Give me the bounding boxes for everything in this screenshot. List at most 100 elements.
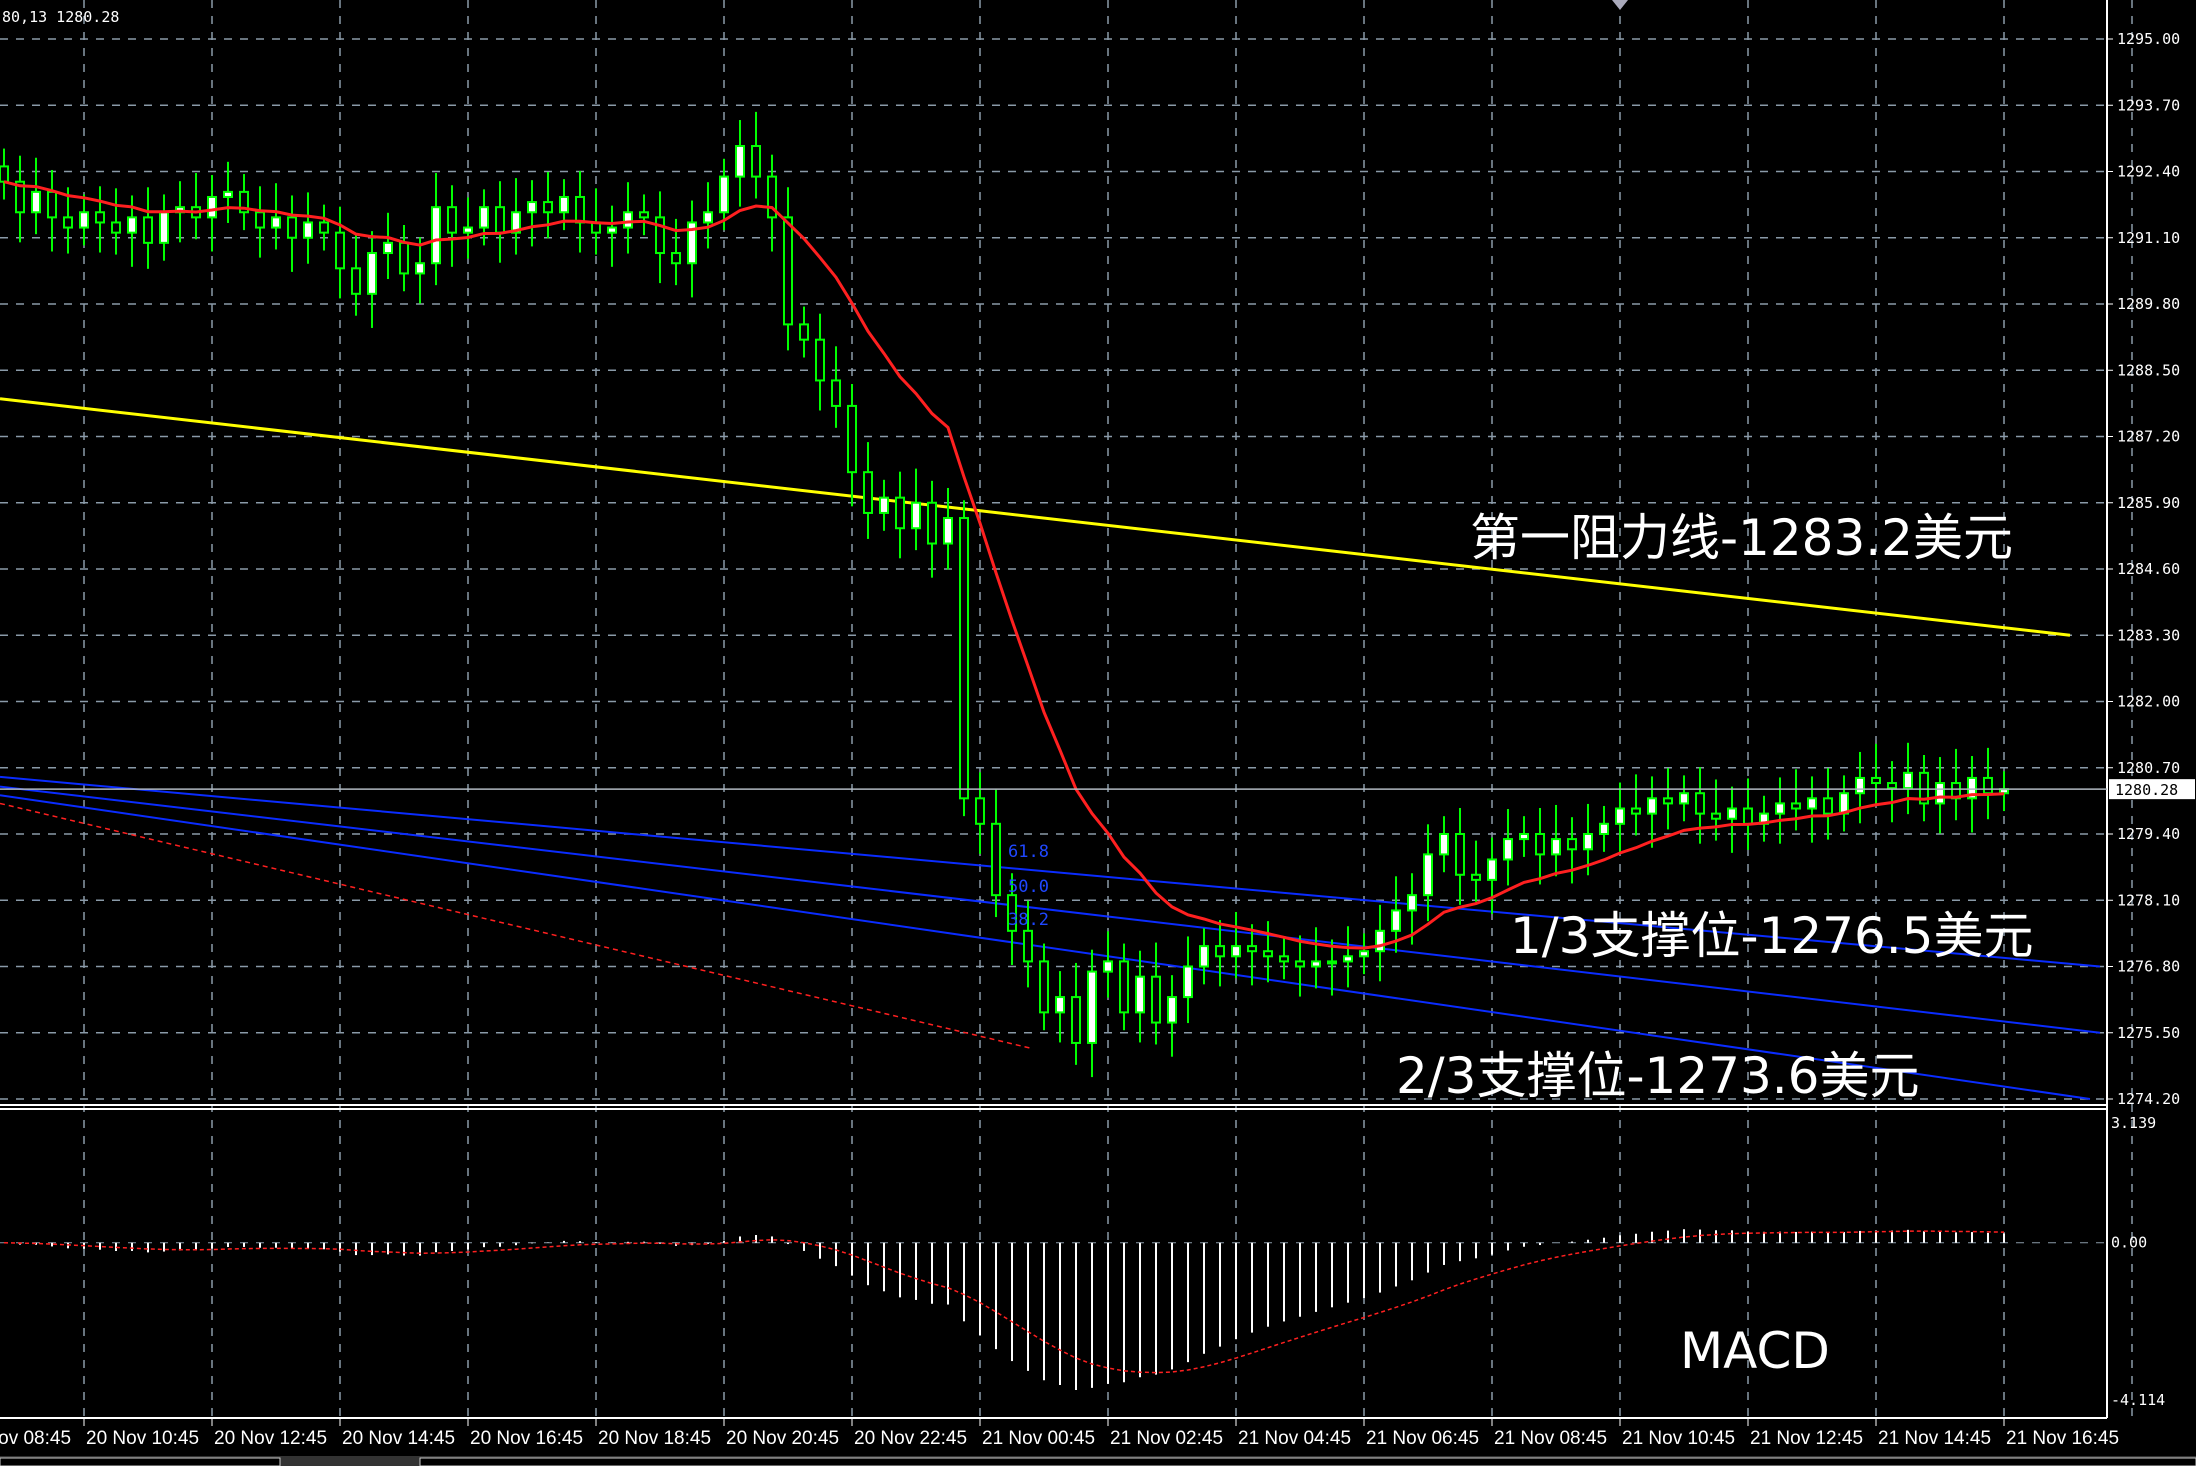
candle-body: [351, 267, 361, 295]
candle-body: [1183, 965, 1193, 999]
candles: [0, 111, 2009, 1078]
candle-body: [799, 323, 809, 341]
support-line: [0, 785, 2101, 1034]
candle-body: [431, 206, 441, 265]
candle-body: [1375, 929, 1385, 953]
candle-body: [239, 190, 249, 214]
candle-body: [1711, 812, 1721, 820]
macd-tick-label: 0.00: [2111, 1234, 2147, 1252]
candle-body: [415, 262, 425, 275]
resistance-annotation: 第一阻力线-1283.2美元: [1470, 509, 2013, 567]
candle-body: [159, 211, 169, 244]
candle-body: [1535, 833, 1545, 856]
macd-signal-line: [3, 1230, 2005, 1374]
candle-body: [79, 211, 89, 229]
candle-body: [671, 252, 681, 265]
support-1-3-annotation: 1/3支撑位-1276.5美元: [1510, 907, 2033, 965]
candle-body: [1167, 996, 1177, 1024]
candle-body: [271, 216, 281, 229]
price-tick-label: 1295.00: [2117, 30, 2180, 48]
candle-body: [1887, 782, 1897, 790]
candle-body: [1919, 771, 1929, 805]
current-price-label: 1280.28: [2115, 781, 2178, 799]
candle-body: [1583, 833, 1593, 851]
candle-body: [1967, 776, 1977, 800]
time-tick-label: 21 Nov 16:45: [2006, 1428, 2119, 1449]
price-tick-label: 1293.70: [2117, 96, 2180, 114]
candle-body: [1023, 929, 1033, 963]
candle-body: [1087, 970, 1097, 1044]
time-tick-label: 20 Nov 20:45: [726, 1428, 839, 1449]
time-tick-label: 20 Nov 12:45: [214, 1428, 327, 1449]
candle-body: [1647, 797, 1657, 815]
candle-body: [1471, 873, 1481, 881]
candle-body: [63, 216, 73, 229]
candle-body: [1119, 960, 1129, 1014]
fib-label: 61.8: [1008, 842, 1049, 862]
support-2-3-annotation: 2/3支撑位-1273.6美元: [1396, 1047, 1919, 1105]
candle-body: [735, 145, 745, 178]
candle-body: [1983, 776, 1993, 795]
candle-body: [559, 195, 569, 214]
time-tick-label: 20 Nov 10:45: [86, 1428, 199, 1449]
time-tick-label: 20 Nov 18:45: [598, 1428, 711, 1449]
candle-body: [831, 379, 841, 407]
fibonacci-base-line: [0, 802, 1031, 1049]
candle-body: [1151, 975, 1161, 1024]
candle-body: [15, 180, 25, 214]
candle-body: [1903, 771, 1913, 790]
price-tick-label: 1291.10: [2117, 229, 2180, 247]
shift-marker-icon[interactable]: [1612, 0, 1628, 10]
time-tick-label: 20 Nov 14:45: [342, 1428, 455, 1449]
candle-body: [863, 471, 873, 514]
candle-body: [1327, 960, 1337, 965]
candle-body: [895, 496, 905, 530]
candle-body: [1055, 996, 1065, 1014]
candle-body: [1455, 833, 1465, 876]
candle-body: [655, 216, 665, 255]
candle-body: [1791, 802, 1801, 810]
tab[interactable]: [419, 1457, 2196, 1466]
candle-body: [383, 241, 393, 255]
macd-panel: 3.139 0.00 -4.114: [0, 1114, 2165, 1409]
candle-body: [0, 165, 9, 183]
candle-body: [719, 175, 729, 214]
candle-body: [127, 216, 137, 234]
candle-body: [1199, 945, 1209, 968]
support-line: [0, 775, 2101, 968]
candle-body: [1631, 807, 1641, 815]
time-tick-label: 21 Nov 04:45: [1238, 1428, 1351, 1449]
candle-body: [367, 252, 377, 295]
candle-body: [1615, 807, 1625, 825]
time-tick-label: 21 Nov 02:45: [1110, 1428, 1223, 1449]
time-tick-label: 21 Nov 06:45: [1366, 1428, 1479, 1449]
candle-body: [399, 241, 409, 275]
candle-body: [1935, 782, 1945, 805]
price-tick-label: 1280.70: [2117, 759, 2180, 777]
price-tick-label: 1279.40: [2117, 825, 2180, 843]
candle-body: [1263, 950, 1273, 958]
candle-body: [1215, 945, 1225, 958]
header-info: 80,13 1280.28: [2, 8, 119, 26]
candle-body: [815, 338, 825, 382]
tab[interactable]: [0, 1457, 281, 1466]
candle-body: [1247, 945, 1257, 953]
candle-body: [943, 517, 953, 545]
candle-body: [1599, 822, 1609, 835]
candle-body: [1823, 797, 1833, 815]
price-tick-label: 1284.60: [2117, 560, 2180, 578]
time-tick-label: 21 Nov 10:45: [1622, 1428, 1735, 1449]
candle-body: [511, 211, 521, 234]
candle-body: [207, 195, 217, 219]
candle-body: [959, 517, 969, 800]
candle-body: [703, 211, 713, 224]
macd-annotation: MACD: [1680, 1322, 1830, 1380]
price-tick-label: 1283.30: [2117, 626, 2180, 644]
candle-body: [543, 201, 553, 214]
candle-body: [223, 190, 233, 198]
candle-body: [623, 211, 633, 229]
time-tick-label: 20 Nov 22:45: [854, 1428, 967, 1449]
candle-body: [319, 221, 329, 234]
candle-body: [1071, 996, 1081, 1044]
